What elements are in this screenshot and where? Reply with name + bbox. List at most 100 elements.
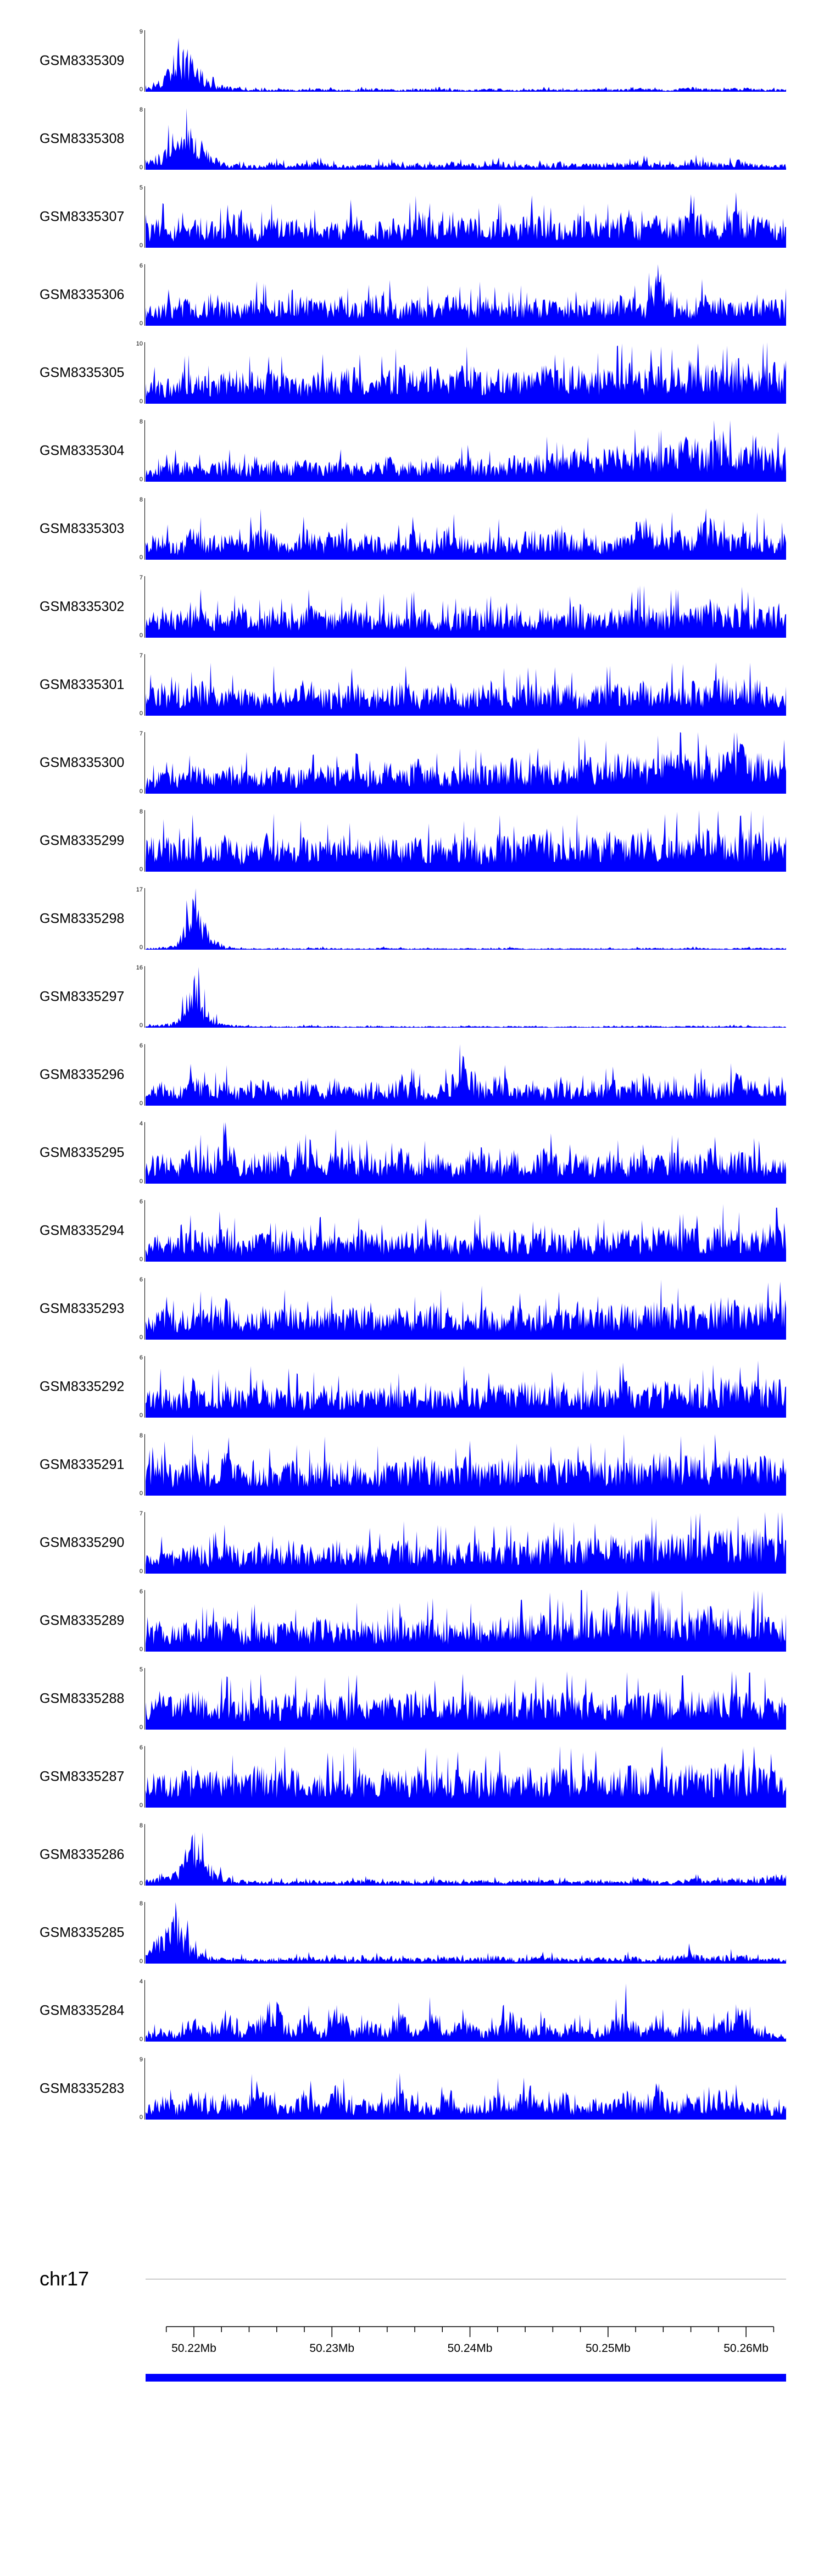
- y-axis-zero-label: 0: [139, 1724, 143, 1731]
- y-axis-max-label: 8: [139, 1432, 143, 1439]
- coverage-area: [146, 108, 786, 170]
- y-axis-line: [144, 1278, 145, 1340]
- y-axis-line: [144, 420, 145, 482]
- y-axis-max-label: 6: [139, 1588, 143, 1595]
- y-axis-zero-label: 0: [139, 164, 143, 171]
- y-axis-zero-label: 0: [139, 944, 143, 951]
- track-row: GSM8335285 8 0: [0, 1900, 824, 1965]
- track-row: GSM8335304 8 0: [0, 419, 824, 483]
- ruler-position-label: 50.24Mb: [448, 2342, 493, 2355]
- y-axis-line: [144, 1434, 145, 1496]
- coverage-area: [146, 1746, 786, 1808]
- coverage-area: [146, 264, 786, 326]
- y-axis-max-label: 6: [139, 263, 143, 269]
- coverage-area: [146, 1590, 786, 1652]
- track-row: GSM8335289 6 0: [0, 1588, 824, 1653]
- y-axis-line: [144, 654, 145, 716]
- y-axis-max-label: 7: [139, 731, 143, 737]
- coverage-area: [146, 585, 786, 638]
- y-axis-line: [144, 1512, 145, 1574]
- y-axis-max-label: 5: [139, 1666, 143, 1673]
- track-row: GSM8335287 6 0: [0, 1745, 824, 1809]
- track-label: GSM8335304: [40, 443, 125, 459]
- y-axis-max-label: 7: [139, 1510, 143, 1517]
- y-axis-max-label: 8: [139, 1900, 143, 1907]
- y-axis-line: [144, 888, 145, 950]
- y-axis-line: [144, 1122, 145, 1184]
- track-label: GSM8335296: [40, 1067, 125, 1083]
- y-axis-zero-label: 0: [139, 1490, 143, 1497]
- track-row: GSM8335301 7 0: [0, 653, 824, 717]
- y-axis-line: [144, 30, 145, 92]
- y-axis-zero-label: 0: [139, 554, 143, 561]
- track-label: GSM8335295: [40, 1145, 125, 1161]
- track-label: GSM8335302: [40, 599, 125, 615]
- y-axis-zero-label: 0: [139, 788, 143, 795]
- y-axis-zero-label: 0: [139, 398, 143, 405]
- coverage-area: [146, 37, 786, 92]
- y-axis-zero-label: 0: [139, 1412, 143, 1419]
- track-label: GSM8335307: [40, 209, 125, 225]
- y-axis-line: [144, 1200, 145, 1262]
- track-row: GSM8335291 8 0: [0, 1432, 824, 1497]
- y-axis-max-label: 6: [139, 1198, 143, 1205]
- ruler-position-label: 50.26Mb: [723, 2342, 769, 2355]
- track-label: GSM8335298: [40, 911, 125, 927]
- coverage-area: [146, 1512, 786, 1574]
- y-axis-max-label: 8: [139, 107, 143, 113]
- y-axis-max-label: 6: [139, 1354, 143, 1361]
- y-axis-zero-label: 0: [139, 320, 143, 327]
- coverage-area: [146, 508, 786, 560]
- y-axis-zero-label: 0: [139, 476, 143, 483]
- y-axis-max-label: 16: [136, 964, 143, 971]
- track-label: GSM8335308: [40, 131, 125, 147]
- y-axis-max-label: 8: [139, 809, 143, 815]
- coverage-area: [146, 342, 786, 404]
- coverage-area: [146, 967, 786, 1028]
- y-axis-zero-label: 0: [139, 1958, 143, 1965]
- track-row: GSM8335283 9 0: [0, 2056, 824, 2121]
- y-axis-line: [144, 2058, 145, 2120]
- y-axis-line: [144, 264, 145, 326]
- y-axis-zero-label: 0: [139, 86, 143, 93]
- track-label: GSM8335309: [40, 53, 125, 69]
- y-axis-zero-label: 0: [139, 1568, 143, 1575]
- region-highlight-bar: [146, 2374, 786, 2382]
- track-row: GSM8335309 9 0: [0, 29, 824, 93]
- track-row: GSM8335286 8 0: [0, 1822, 824, 1887]
- track-row: GSM8335290 7 0: [0, 1510, 824, 1575]
- y-axis-zero-label: 0: [139, 242, 143, 249]
- track-row: GSM8335292 6 0: [0, 1354, 824, 1419]
- y-axis-max-label: 10: [136, 341, 143, 347]
- y-axis-zero-label: 0: [139, 632, 143, 639]
- coverage-area: [146, 1434, 786, 1496]
- track-row: GSM8335298 17 0: [0, 887, 824, 951]
- coverage-area: [146, 1044, 786, 1106]
- y-axis-line: [144, 810, 145, 872]
- y-axis-max-label: 9: [139, 2056, 143, 2063]
- y-axis-zero-label: 0: [139, 2036, 143, 2043]
- y-axis-zero-label: 0: [139, 2114, 143, 2121]
- track-label: GSM8335285: [40, 1925, 125, 1941]
- y-axis-max-label: 8: [139, 419, 143, 425]
- track-row: GSM8335308 8 0: [0, 107, 824, 171]
- y-axis-max-label: 8: [139, 1822, 143, 1829]
- track-label: GSM8335301: [40, 677, 125, 693]
- track-label: GSM8335299: [40, 833, 125, 849]
- y-axis-zero-label: 0: [139, 1178, 143, 1185]
- y-axis-zero-label: 0: [139, 1100, 143, 1107]
- track-label: GSM8335306: [40, 287, 125, 303]
- track-row: GSM8335294 6 0: [0, 1198, 824, 1263]
- y-axis-zero-label: 0: [139, 1880, 143, 1887]
- track-label: GSM8335300: [40, 755, 125, 771]
- y-axis-zero-label: 0: [139, 710, 143, 717]
- y-axis-max-label: 6: [139, 1042, 143, 1049]
- track-label: GSM8335290: [40, 1535, 125, 1551]
- y-axis-max-label: 7: [139, 653, 143, 659]
- coverage-area: [146, 420, 786, 482]
- track-row: GSM8335295 4 0: [0, 1121, 824, 1185]
- track-row: GSM8335296 6 0: [0, 1042, 824, 1107]
- track-row: GSM8335284 4 0: [0, 1979, 824, 2043]
- coverage-area: [146, 1279, 786, 1340]
